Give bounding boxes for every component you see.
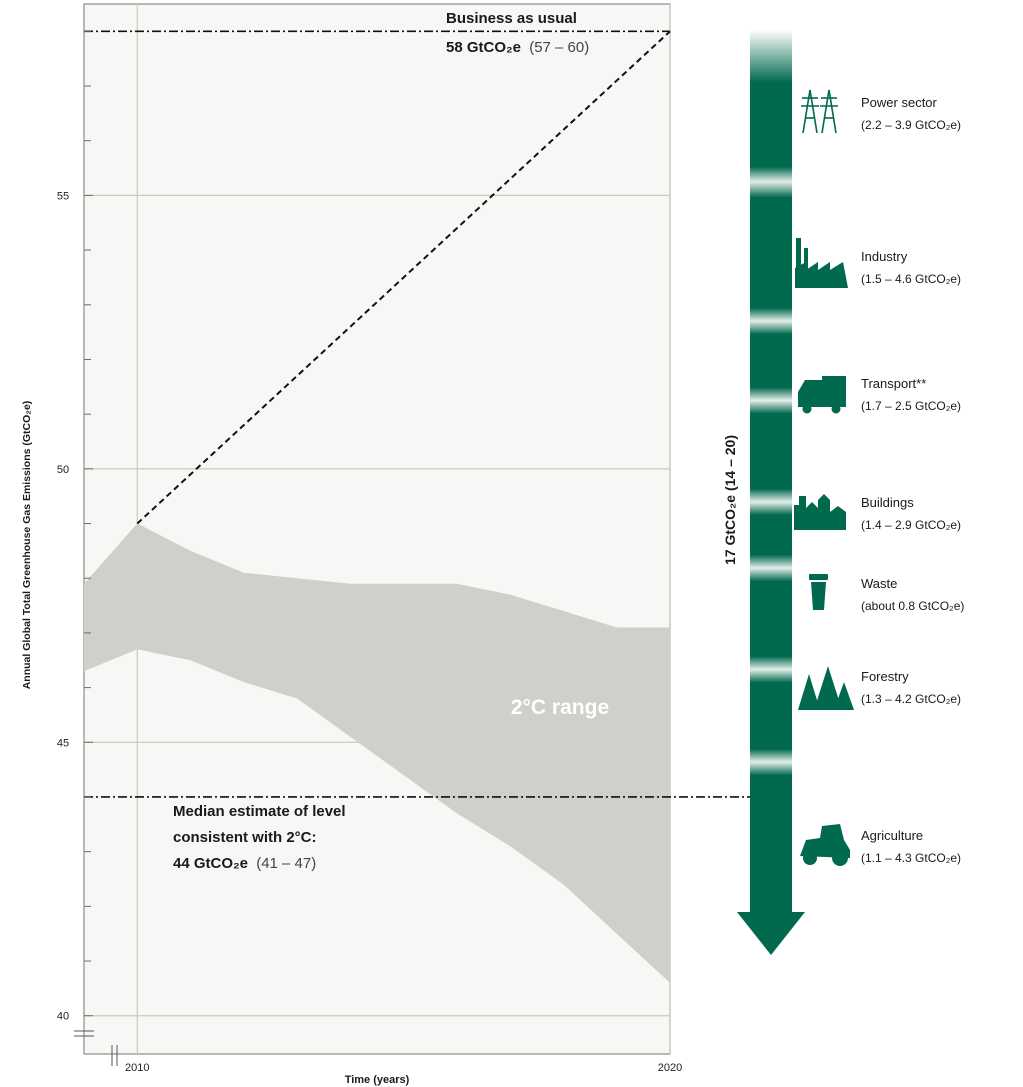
sector-range-label: (1.5 – 4.6 GtCO₂e) (861, 272, 961, 286)
tractor-icon (800, 824, 850, 866)
range-band-label: 2°C range (511, 696, 609, 719)
sector-range-label: (1.4 – 2.9 GtCO₂e) (861, 518, 961, 532)
sector-range-label: (about 0.8 GtCO₂e) (861, 599, 964, 613)
bau-projection-line (136, 30, 671, 525)
sector-range-label: (1.7 – 2.5 GtCO₂e) (861, 399, 961, 413)
x-axis-ticks: 2010 2020 (125, 1062, 682, 1074)
sector-name-label: Transport** (861, 376, 926, 391)
x-axis-label: Time (years) (345, 1074, 410, 1086)
range-band (84, 523, 670, 983)
bin-icon (809, 574, 828, 610)
sector-name-label: Power sector (861, 95, 938, 110)
sector-range-label: (1.1 – 4.3 GtCO₂e) (861, 851, 961, 865)
sector-name-label: Industry (861, 249, 908, 264)
trees-icon (798, 666, 854, 710)
bau-value-bold: 58 GtCO₂e (446, 39, 521, 56)
power-pylon-icon (801, 89, 838, 134)
median-title-line1: Median estimate of level (173, 803, 346, 820)
truck-icon (798, 376, 846, 414)
gap-arrow-shaft (750, 30, 792, 912)
y-axis-label: Annual Global Total Greenhouse Gas Emiss… (21, 401, 33, 690)
buildings-icon (794, 494, 846, 530)
axis-break-marks (74, 1030, 118, 1066)
factory-icon (795, 238, 848, 288)
sector-name-label: Waste (861, 576, 897, 591)
median-value-bold: 44 GtCO₂e (173, 855, 248, 872)
y-tick-label: 55 (57, 190, 69, 202)
gap-arrow-head (737, 912, 805, 955)
median-value: 44 GtCO₂e (41 – 47) (173, 855, 316, 872)
range-band-group (84, 523, 670, 983)
y-tick-label: 50 (57, 464, 69, 476)
x-tick-label: 2010 (125, 1062, 149, 1074)
bau-value: 58 GtCO₂e (57 – 60) (446, 39, 589, 56)
bau-title: Business as usual (446, 10, 577, 27)
y-axis-ticks: 40 45 50 55 (57, 30, 93, 1023)
y-tick-label: 40 (57, 1011, 69, 1023)
emissions-gap-arrow (737, 30, 805, 955)
y-tick-label: 45 (57, 737, 69, 749)
sector-labels: Power sector (2.2 – 3.9 GtCO₂e) Industry (1… (861, 95, 964, 865)
sector-range-label: (1.3 – 4.2 GtCO₂e) (861, 692, 961, 706)
reference-lines-group (84, 30, 750, 798)
median-value-range: (41 – 47) (256, 855, 316, 872)
gap-label: 17 GtCO₂e (14 – 20) (722, 435, 738, 565)
sector-name-label: Agriculture (861, 828, 923, 843)
sector-name-label: Buildings (861, 495, 914, 510)
bau-line-group (136, 30, 671, 525)
sector-range-label: (2.2 – 3.9 GtCO₂e) (861, 118, 961, 132)
median-title-line2: consistent with 2°C: (173, 829, 317, 846)
bau-value-range: (57 – 60) (529, 39, 589, 56)
sector-name-label: Forestry (861, 669, 909, 684)
x-tick-label: 2020 (658, 1062, 682, 1074)
